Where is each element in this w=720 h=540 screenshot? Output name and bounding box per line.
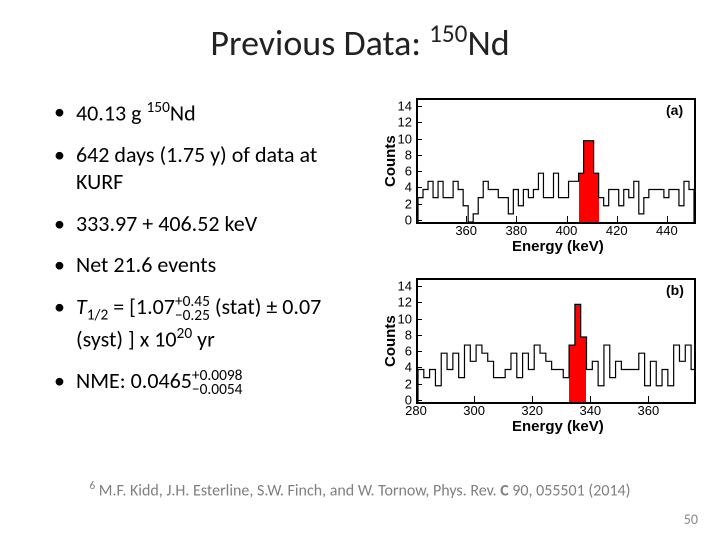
x-tick: 360: [638, 403, 660, 418]
citation: 6 M.F. Kidd, J.H. Esterline, S.W. Finch,…: [0, 479, 720, 500]
title-sup: 150: [429, 18, 467, 49]
bullet-5-T: T: [76, 293, 87, 320]
bullet-6-dn: −0.0054: [192, 380, 243, 399]
panel-label: (a): [664, 102, 685, 118]
y-tick: 12: [392, 115, 412, 130]
y-tick: 14: [392, 99, 412, 114]
x-tick: 320: [521, 403, 543, 418]
y-tick: 14: [392, 279, 412, 294]
y-tick: 10: [392, 131, 412, 146]
title-suffix: Nd: [467, 21, 509, 65]
bullet-1: 40.13 g 150Nd: [50, 98, 350, 127]
panel-label: (b): [664, 282, 686, 298]
y-tick: 4: [392, 360, 412, 375]
bullet-5-mid: = [1.07: [108, 293, 175, 320]
bullet-1-a: 40.13 g: [76, 99, 146, 126]
bullet-5-stat-group: +0.45−0.25: [175, 295, 210, 323]
bullet-1-sup: 150: [146, 98, 169, 117]
y-tick: 12: [392, 295, 412, 310]
bullet-1-b: Nd: [170, 99, 196, 126]
y-tick: 2: [392, 196, 412, 211]
x-tick: 380: [506, 223, 528, 238]
bullet-5-Tsub: 1/2: [87, 305, 109, 324]
bullet-2: 642 days (1.75 y) of data at KURF: [50, 141, 350, 196]
x-tick: 300: [463, 403, 485, 418]
bullet-list-container: 40.13 g 150Nd 642 days (1.75 y) of data …: [50, 98, 350, 411]
plot-area: [416, 98, 696, 224]
citation-tail: 90, 055501 (2014): [509, 481, 631, 500]
x-tick: 440: [656, 223, 678, 238]
chart-a: CountsEnergy (keV)(a)0246810121436038040…: [370, 88, 700, 258]
bullet-5-stat-dn: −0.25: [175, 306, 210, 325]
x-tick: 340: [579, 403, 601, 418]
title-prefix: Previous Data:: [210, 21, 429, 65]
y-tick: 8: [392, 327, 412, 342]
y-tick: 0: [392, 213, 412, 228]
x-tick: 420: [606, 223, 628, 238]
x-axis-label: Energy (keV): [512, 238, 604, 255]
plot-area: [416, 278, 696, 404]
bullet-list: 40.13 g 150Nd 642 days (1.75 y) of data …: [50, 98, 350, 397]
bullet-6: NME: 0.0465+0.0098−0.0054: [50, 367, 350, 397]
slide-title: Previous Data: 150Nd: [0, 18, 720, 65]
x-axis-label: Energy (keV): [512, 418, 604, 435]
histogram-line: [418, 280, 694, 402]
y-tick: 10: [392, 311, 412, 326]
bullet-4: Net 21.6 events: [50, 251, 350, 279]
bullet-6-err-group: +0.0098−0.0054: [192, 369, 243, 397]
page-number: 50: [684, 511, 698, 528]
bullet-5-exp: 20: [177, 324, 193, 343]
citation-journal: C: [500, 481, 508, 500]
charts-container: CountsEnergy (keV)(a)0246810121436038040…: [370, 88, 700, 448]
bullet-5: T1/2 = [1.07+0.45−0.25 (stat) ± 0.07 (sy…: [50, 293, 350, 353]
slide-root: Previous Data: 150Nd 40.13 g 150Nd 642 d…: [0, 0, 720, 540]
x-tick: 280: [405, 403, 427, 418]
bullet-6-pre: NME: 0.0465: [76, 367, 192, 394]
bullet-3: 333.97 + 406.52 keV: [50, 210, 350, 238]
histogram-line: [418, 100, 694, 222]
y-tick: 8: [392, 147, 412, 162]
citation-text: M.F. Kidd, J.H. Esterline, S.W. Finch, a…: [95, 481, 500, 500]
y-tick: 6: [392, 344, 412, 359]
y-tick: 6: [392, 164, 412, 179]
chart-b: CountsEnergy (keV)(b)0246810121428030032…: [370, 268, 700, 438]
x-tick: 360: [455, 223, 477, 238]
x-tick: 400: [556, 223, 578, 238]
y-tick: 4: [392, 180, 412, 195]
y-tick: 2: [392, 376, 412, 391]
bullet-5-unit: yr: [192, 326, 215, 353]
